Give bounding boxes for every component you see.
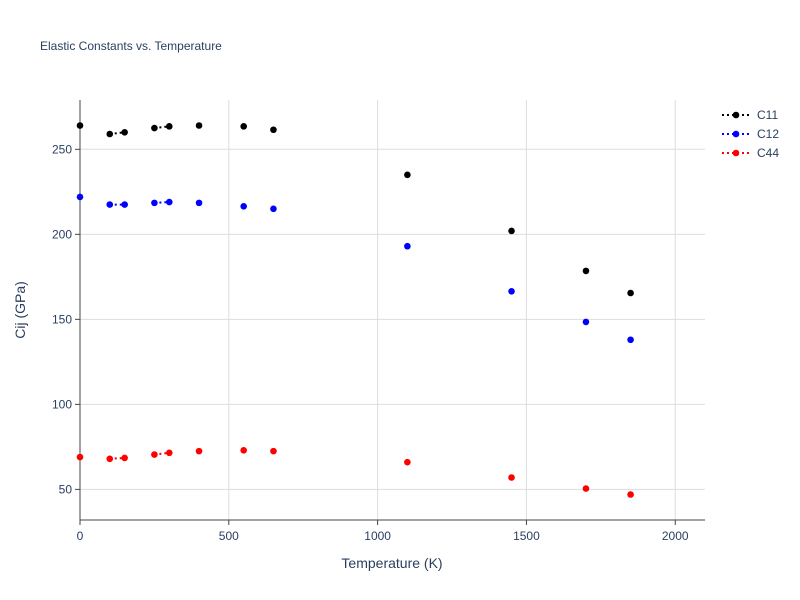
c44-point-250[interactable] [151, 451, 158, 458]
legend-item-c11[interactable]: C11 [722, 108, 778, 122]
c12-point-300[interactable] [165, 198, 173, 206]
c12-point-0[interactable] [76, 193, 84, 201]
y-tick-label-250: 250 [52, 142, 72, 156]
c11-point-650[interactable] [270, 126, 277, 134]
legend-label-c44: C44 [757, 146, 779, 160]
c12-point-1850[interactable] [627, 336, 634, 344]
legend-label-c11: C11 [757, 108, 778, 122]
c12-point-1450[interactable] [508, 287, 515, 295]
x-tick-labels: 0 500 1000 1500 2000 [77, 520, 689, 543]
legend-marker-c44 [732, 149, 740, 157]
legend[interactable]: C11 C12 C44 [722, 108, 779, 160]
y-tick-label-50: 50 [59, 482, 73, 496]
grid [80, 100, 705, 520]
y-tick-labels: 50 100 150 200 250 [52, 142, 80, 496]
c11-point-550[interactable] [240, 123, 247, 130]
c11-point-400[interactable] [195, 122, 203, 129]
c12-point-1100[interactable] [404, 242, 411, 250]
c12-point-550[interactable] [240, 202, 247, 210]
x-tick-label-1000: 1000 [364, 529, 391, 543]
legend-item-c44[interactable]: C44 [722, 146, 779, 160]
c12-point-150[interactable] [121, 201, 128, 208]
legend-marker-c11 [732, 111, 740, 119]
c44-point-1850[interactable] [627, 491, 634, 498]
c12-point-400[interactable] [195, 199, 203, 207]
y-tick-label-150: 150 [52, 312, 72, 326]
c44-point-150[interactable] [121, 454, 128, 462]
c44-point-300[interactable] [165, 449, 173, 457]
c11-point-1450[interactable] [508, 227, 515, 235]
x-tick-label-1500: 1500 [513, 529, 540, 543]
c11-point-150[interactable] [121, 129, 128, 136]
c11-point-300[interactable] [165, 123, 173, 130]
c11-point-1100[interactable] [404, 171, 411, 179]
c44-point-1450[interactable] [508, 474, 515, 481]
legend-marker-c12 [732, 130, 740, 138]
axes [79, 100, 705, 521]
chart-title: Elastic Constants vs. Temperature [40, 39, 222, 53]
series-c11 [76, 122, 634, 297]
y-axis-title: Cij (GPa) [12, 281, 28, 339]
legend-label-c12: C12 [757, 127, 779, 141]
c12-point-100[interactable] [106, 201, 114, 208]
c11-point-0[interactable] [76, 122, 84, 129]
c12-point-250[interactable] [151, 199, 158, 207]
c44-point-400[interactable] [195, 447, 203, 455]
c11-point-1850[interactable] [627, 289, 634, 297]
series-c12 [76, 193, 634, 344]
c12-point-650[interactable] [270, 205, 277, 213]
x-tick-label-500: 500 [219, 529, 239, 543]
c44-point-650[interactable] [270, 447, 277, 455]
c12-point-1700[interactable] [582, 318, 590, 326]
c11-point-1700[interactable] [582, 267, 590, 275]
c44-point-1100[interactable] [404, 458, 411, 466]
c11-point-100[interactable] [106, 130, 114, 138]
x-tick-label-2000: 2000 [662, 529, 689, 543]
c44-point-1700[interactable] [582, 485, 590, 492]
series-c44 [76, 446, 634, 498]
c11-point-250[interactable] [151, 124, 158, 132]
legend-item-c12[interactable]: C12 [722, 127, 779, 141]
series-layer [76, 122, 634, 498]
c44-point-550[interactable] [240, 446, 247, 454]
x-axis-title: Temperature (K) [341, 555, 442, 571]
c44-point-0[interactable] [76, 453, 84, 461]
x-tick-label-0: 0 [77, 529, 84, 543]
y-tick-label-200: 200 [52, 227, 72, 241]
y-tick-label-100: 100 [52, 397, 72, 411]
c44-point-100[interactable] [106, 455, 114, 463]
